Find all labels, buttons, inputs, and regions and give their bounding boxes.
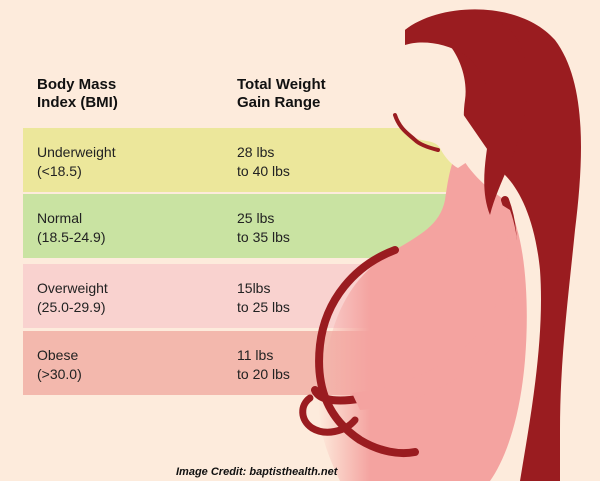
belly-outline: [315, 246, 419, 458]
hair-strand: [393, 113, 440, 152]
bmi-category: Overweight (25.0-29.9): [37, 280, 108, 315]
column-header-weight-gain: Total Weight Gain Range: [237, 76, 326, 111]
hair-back-shape: [405, 9, 581, 481]
hand-shape: [299, 394, 359, 436]
arm-fill: [352, 205, 519, 410]
bmi-category: Underweight (<18.5): [37, 144, 116, 179]
weight-gain-range: 11 lbs to 20 lbs: [237, 347, 290, 382]
column-header-bmi: Body Mass Index (BMI): [37, 76, 118, 111]
image-credit: Image Credit: baptisthealth.net: [176, 466, 338, 478]
bmi-category: Obese (>30.0): [37, 347, 82, 382]
bmi-category: Normal (18.5-24.9): [37, 210, 106, 245]
table-row-underweight: Underweight (<18.5) 28 lbs to 40 lbs: [23, 128, 463, 192]
weight-gain-range: 15lbs to 25 lbs: [237, 280, 290, 315]
hair-front-shape: [405, 13, 528, 215]
weight-gain-range: 25 lbs to 35 lbs: [237, 210, 290, 245]
weight-gain-range: 28 lbs to 40 lbs: [237, 144, 290, 179]
table-row-normal: Normal (18.5-24.9) 25 lbs to 35 lbs: [23, 194, 463, 258]
